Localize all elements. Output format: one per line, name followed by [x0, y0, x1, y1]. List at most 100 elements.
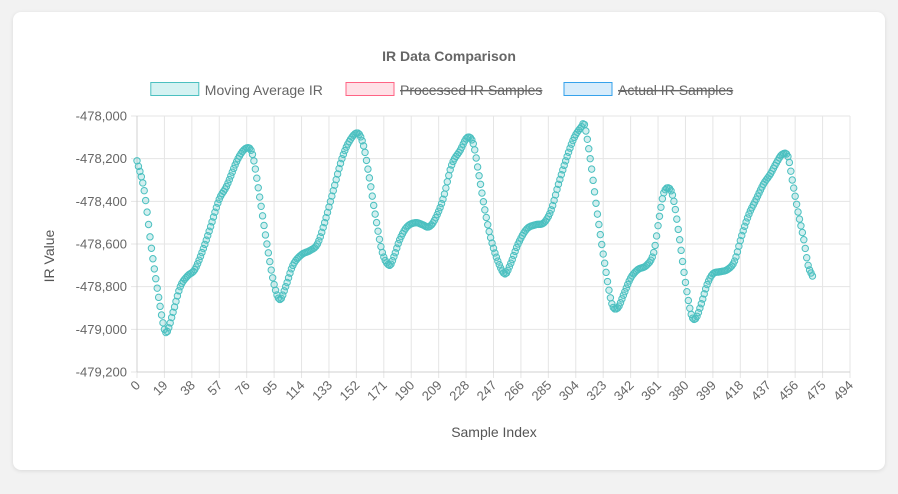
- data-point: [652, 232, 661, 240]
- data-point: [485, 227, 493, 236]
- data-point: [149, 255, 157, 263]
- data-point: [170, 303, 179, 311]
- data-point: [508, 255, 516, 264]
- data-point: [326, 197, 335, 206]
- legend-item-0[interactable]: Moving Average IR: [150, 82, 323, 98]
- data-point: [486, 233, 495, 242]
- x-tick-label: 380: [666, 378, 692, 404]
- data-point: [323, 208, 332, 217]
- data-point: [471, 146, 479, 154]
- data-point: [681, 278, 690, 287]
- legend-swatch: [563, 82, 613, 96]
- data-point: [788, 176, 796, 184]
- legend-label: Processed IR Samples: [400, 82, 542, 98]
- data-point: [794, 208, 802, 216]
- data-point: [261, 231, 270, 239]
- data-point: [255, 193, 264, 201]
- data-point: [365, 174, 374, 182]
- data-point: [671, 205, 680, 214]
- data-point: [580, 120, 589, 129]
- y-tick-label: -478,600: [76, 237, 127, 252]
- x-tick-label: 0: [127, 378, 143, 394]
- x-tick-label: 57: [205, 378, 226, 399]
- x-tick-label: 95: [259, 378, 280, 399]
- data-point: [175, 287, 183, 295]
- y-tick-label: -479,000: [76, 322, 127, 337]
- data-point: [361, 148, 369, 157]
- data-point: [566, 144, 574, 152]
- x-tick-label: 133: [309, 378, 335, 404]
- data-point: [370, 201, 378, 210]
- data-point: [254, 184, 262, 192]
- legend-label: Moving Average IR: [205, 82, 323, 98]
- data-point: [195, 256, 203, 264]
- data-point: [325, 203, 333, 211]
- data-point: [563, 152, 571, 161]
- data-point: [658, 195, 667, 203]
- x-tick-label: 494: [830, 378, 856, 404]
- data-point: [339, 150, 348, 159]
- data-point: [371, 210, 379, 218]
- y-axis-title: IR Value: [41, 229, 57, 282]
- data-point: [790, 184, 798, 192]
- data-point: [258, 212, 267, 220]
- legend-swatch: [150, 82, 200, 96]
- y-axis: -478,000 -478,200 -478,400 -478,600 -478,800…: [76, 109, 127, 380]
- x-tick-label: 285: [529, 378, 555, 404]
- data-point: [372, 218, 381, 227]
- legend-item-1[interactable]: Processed IR Samples: [345, 82, 542, 98]
- x-tick-label: 304: [556, 378, 582, 404]
- data-point: [800, 236, 808, 244]
- data-point: [281, 282, 290, 291]
- x-tick-label: 228: [446, 378, 472, 404]
- data-point: [603, 277, 612, 286]
- data-point: [333, 170, 342, 178]
- y-tick-label: -478,400: [76, 194, 127, 209]
- data-point: [551, 191, 560, 199]
- x-tick-label: 19: [150, 378, 171, 399]
- data-point: [338, 154, 346, 163]
- data-point: [481, 206, 489, 214]
- x-tick-label: 171: [364, 378, 390, 404]
- data-point: [478, 189, 486, 197]
- x-tick-label: 437: [748, 378, 774, 404]
- ir-comparison-chart: IR Data Comparison Moving Average IR Proc…: [41, 48, 856, 440]
- data-point: [364, 165, 372, 173]
- legend-swatch: [345, 82, 395, 96]
- y-tick-label: -478,800: [76, 279, 127, 294]
- data-point: [677, 246, 685, 255]
- data-point: [586, 154, 594, 163]
- x-tick-label: 456: [775, 378, 801, 404]
- x-tick-label: 475: [803, 378, 829, 404]
- data-point: [668, 191, 677, 199]
- data-point: [492, 253, 501, 261]
- data-point: [803, 254, 811, 262]
- data-point: [564, 148, 573, 156]
- data-point: [328, 192, 336, 200]
- legend-item-2[interactable]: Actual IR Samples: [563, 82, 733, 98]
- data-point: [227, 172, 235, 180]
- data-point: [315, 237, 323, 245]
- data-point: [795, 215, 804, 223]
- chart-title: IR Data Comparison: [382, 48, 516, 64]
- series-moving-average-ir: [133, 120, 817, 337]
- data-point: [785, 158, 794, 167]
- data-point: [592, 199, 600, 207]
- data-point: [686, 304, 694, 312]
- data-point: [596, 230, 605, 239]
- data-point: [550, 196, 558, 205]
- data-point: [279, 291, 287, 299]
- data-point: [693, 312, 701, 320]
- data-point: [678, 257, 687, 266]
- x-tick-label: 38: [177, 378, 198, 399]
- data-point: [590, 188, 599, 196]
- data-point: [683, 287, 691, 296]
- legend: Moving Average IR Processed IR Samples Act…: [150, 82, 733, 98]
- data-point: [136, 167, 144, 176]
- data-point: [791, 192, 799, 200]
- data-point: [598, 240, 606, 249]
- data-point: [253, 174, 261, 182]
- data-point: [264, 249, 273, 257]
- data-point: [472, 154, 480, 162]
- x-tick-label: 114: [282, 378, 307, 403]
